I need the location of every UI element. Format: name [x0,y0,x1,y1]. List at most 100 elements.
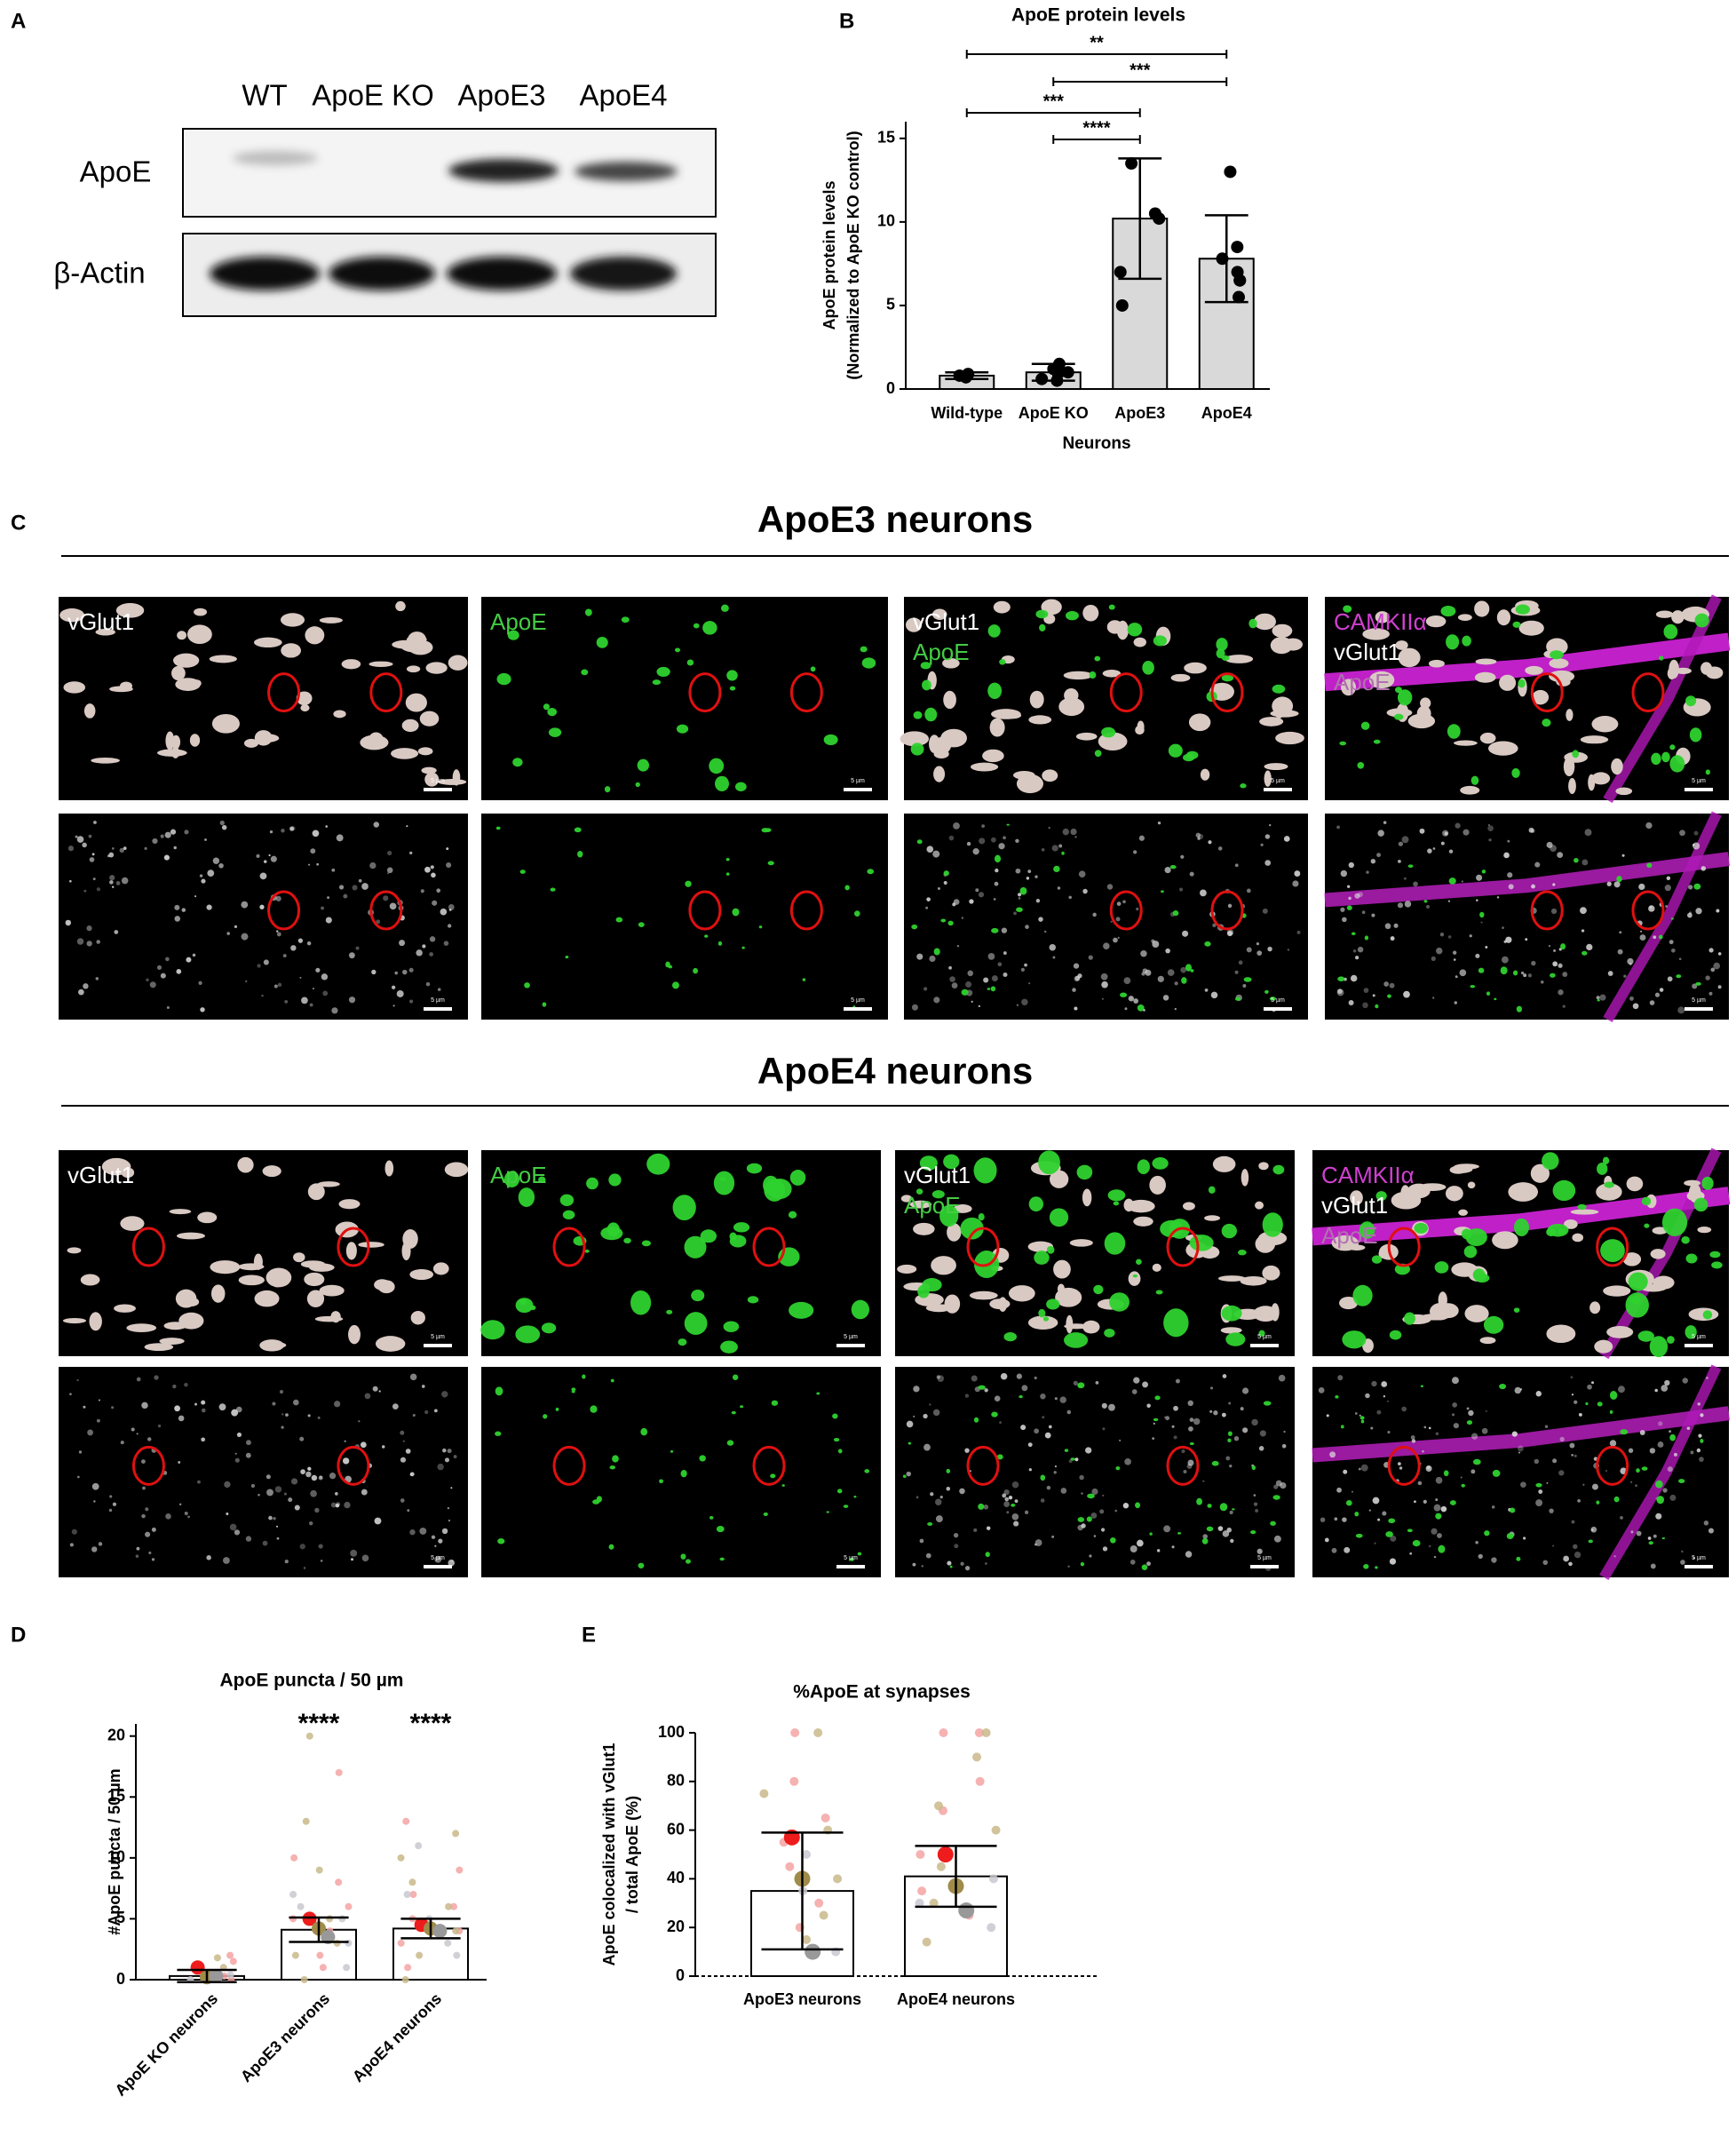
synapse [172,653,200,668]
apoe-signal [1225,1332,1246,1346]
dendrite [1599,1364,1722,1581]
signal [432,900,438,906]
signal [268,1515,273,1521]
micrograph [481,1150,881,1356]
synapse [144,1343,174,1352]
apoe-signal [924,707,938,722]
apoe-signal [1705,769,1710,775]
apoe-signal [720,604,729,612]
apoe-signal [843,1505,849,1508]
highlight-circle [1166,1445,1200,1486]
data-point [975,1776,985,1786]
apoe-signal [747,1296,759,1304]
apoe-signal [699,1455,706,1462]
micrograph [904,814,1308,1020]
signal [1435,1432,1439,1436]
signal [1693,830,1699,836]
signal [165,1513,171,1520]
signal [234,1529,241,1536]
signal [1677,1006,1685,1014]
data-point [450,1902,458,1910]
signal [1669,1494,1677,1501]
signal [1133,1377,1140,1384]
synapse [109,686,133,693]
signal [1667,976,1673,982]
y-tick-label: 20 [107,1726,125,1743]
signal [343,893,348,899]
signal [1193,1417,1201,1425]
signal [424,866,431,873]
apoe-signal [1077,1517,1085,1522]
channel-label: CAMKIIα [1321,1162,1415,1188]
apoe-signal [1435,1513,1442,1520]
signal [321,973,329,981]
synapse [1375,611,1390,623]
signal [1025,925,1029,929]
panel-label: B [839,9,854,33]
signal [312,988,314,990]
apoe-signal [1387,994,1391,998]
apoe-signal [675,647,681,653]
apoe-signal [1602,1156,1610,1165]
signal [1581,859,1589,866]
signal [352,885,358,891]
apoe-signal [1646,862,1653,869]
synapse [1428,659,1445,668]
signal [1173,1405,1178,1411]
synapse [1525,665,1543,675]
signal [1210,991,1218,999]
signal [1013,1521,1019,1527]
apoe-signal [1711,1261,1723,1269]
apoe-signal [715,775,729,792]
signal [206,1555,211,1560]
signal [1520,971,1525,975]
synapse [1240,1275,1267,1286]
signal [348,952,355,959]
signal [1336,1487,1342,1493]
signal [263,959,269,965]
apoe-signal [1206,1526,1214,1532]
signal [1362,1002,1368,1009]
signal [245,980,248,983]
signal [1260,843,1264,846]
apoe-signal [1207,1504,1212,1508]
signal [1605,1470,1608,1473]
signal [1470,1433,1478,1440]
apoe-signal [512,758,523,767]
apoe-signal [1172,910,1179,917]
apoe-signal [1019,1395,1023,1399]
apoe-signal [555,1407,559,1411]
synapse [1626,1176,1644,1192]
signal [219,820,225,826]
signal [1113,937,1118,943]
signal [259,904,265,909]
synapse [1457,614,1472,622]
apoe-signal [684,1312,708,1335]
signal [1664,885,1671,892]
apoe-signal [1420,1385,1423,1387]
signal [433,1409,438,1413]
signal [1582,1483,1585,1486]
apoe-signal [621,616,630,623]
micrograph [59,814,468,1020]
signal [1350,974,1358,982]
signal [310,848,316,854]
channel-label: vGlut1 [913,608,979,635]
signal [1422,1449,1424,1453]
apoe-signal [1219,1503,1228,1512]
signal [971,1375,978,1382]
replicate-mean [805,1943,821,1960]
apoe-signal [1080,1561,1085,1567]
apoe-signal [1669,1433,1677,1441]
synapse [909,1200,932,1209]
signal [1697,1402,1700,1406]
signal [1699,1457,1704,1462]
x-tick-label: ApoE4 neurons [349,1989,445,2085]
signal [1409,1552,1413,1555]
signal [136,1546,140,1551]
signal [276,930,279,933]
signal [1423,1499,1427,1504]
signal [1256,1548,1263,1554]
data-point [226,1951,234,1959]
signal [916,1496,919,1499]
